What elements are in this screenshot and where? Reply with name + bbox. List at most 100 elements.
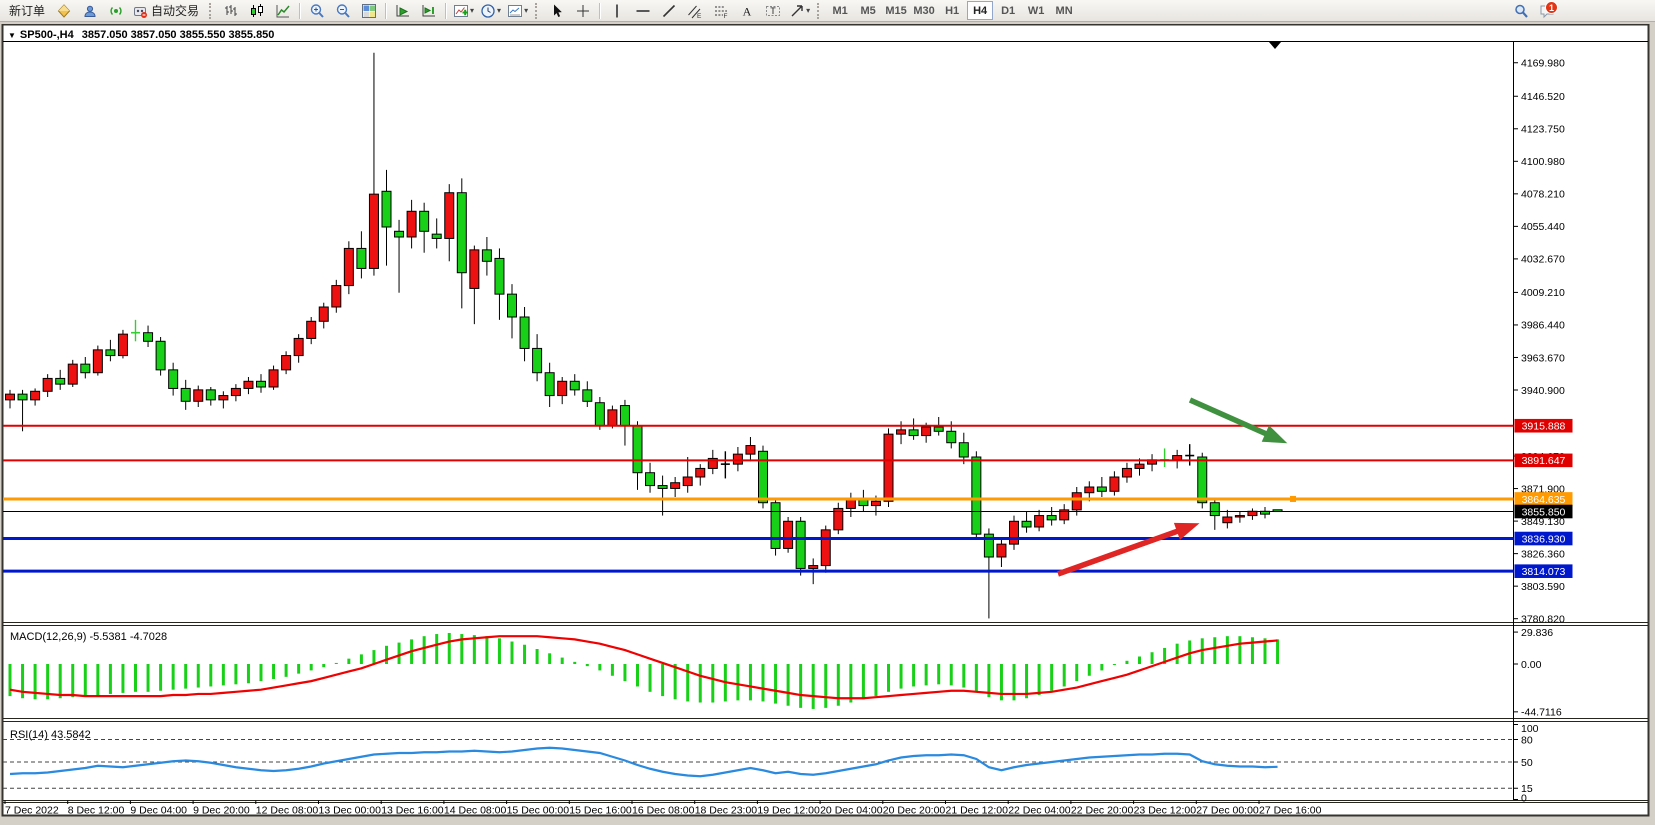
notification-badge: 1	[1545, 1, 1558, 14]
price-tick-label: 4055.440	[1521, 221, 1565, 233]
time-axis[interactable]: 7 Dec 2022 8 Dec 12:00 9 Dec 04:00 9 Dec 20…	[4, 800, 1322, 817]
price-badge-3864.635	[1514, 492, 1573, 506]
price-badge-3891.647	[1514, 453, 1573, 468]
timeframe-button-m30[interactable]: M30	[913, 4, 935, 17]
time-tick-label: 9 Dec 20:00	[193, 805, 250, 817]
candlestick-button[interactable]	[244, 0, 270, 22]
price-badge-3855.850	[1514, 504, 1573, 519]
search-button[interactable]	[1508, 0, 1534, 22]
cursor-icon	[549, 3, 565, 19]
horizontal-line-button[interactable]	[630, 0, 656, 22]
chart-canvas[interactable]: 4169.980 4146.520 4123.750 4100.980 4078.210…	[0, 24, 1655, 818]
price-tick-label: 3803.590	[1521, 581, 1565, 593]
toolbar-grip[interactable]	[209, 2, 214, 19]
timeframe-button-m15[interactable]: M15	[885, 4, 907, 17]
equidistant-channel-button[interactable]: E	[682, 0, 708, 22]
shapes-button[interactable]: ▾	[786, 0, 813, 22]
dropdown-arrow-icon[interactable]: ▾	[497, 6, 502, 15]
price-tick-label: 4032.670	[1521, 254, 1565, 266]
timeframe-button-h1[interactable]: H1	[945, 4, 960, 17]
toolbar-right-group: 1	[1508, 0, 1560, 22]
time-tick-label: 9 Dec 04:00	[130, 805, 187, 817]
trendline-button[interactable]	[656, 0, 682, 22]
algo-icon	[132, 3, 148, 19]
toolbar-separator	[599, 2, 602, 19]
text-button[interactable]: A	[734, 0, 760, 22]
zoom-in-button[interactable]	[304, 0, 330, 22]
price-tick-label: 3849.130	[1521, 516, 1565, 528]
zoom-out-button[interactable]	[330, 0, 356, 22]
time-tick-label: 21 Dec 12:00	[946, 805, 1009, 817]
new-order-button[interactable]: 新订单	[3, 0, 51, 22]
profile-button[interactable]	[77, 0, 103, 22]
text-label-button[interactable]: T	[760, 0, 786, 22]
chat-button[interactable]: 1	[1534, 0, 1560, 22]
price-axis[interactable]: 4169.980 4146.520 4123.750 4100.980 4078.210…	[1514, 58, 1565, 626]
new-order-button-label: 新订单	[9, 4, 46, 18]
gold-chart-icon	[56, 3, 72, 19]
toolbar-grip[interactable]	[817, 2, 822, 19]
algo-trading-button[interactable]: 自动交易	[129, 0, 205, 22]
indicators-button[interactable]: ▾	[450, 0, 477, 22]
templates-button[interactable]: ▾	[504, 0, 531, 22]
svg-text:T: T	[770, 6, 776, 16]
fibo-icon: F	[713, 3, 729, 19]
dropdown-arrow-icon[interactable]: ▾	[524, 6, 529, 15]
time-tick-label: 18 Dec 23:00	[695, 805, 758, 817]
fibonacci-button[interactable]: F	[708, 0, 734, 22]
dropdown-arrow-icon[interactable]: ▾	[806, 6, 811, 15]
timeframe-button-m1[interactable]: M1	[832, 4, 848, 17]
tile-windows-button[interactable]	[356, 0, 382, 22]
macd-pane[interactable]	[8, 632, 1280, 709]
chart-window-button[interactable]	[51, 0, 77, 22]
auto-scroll-button[interactable]	[390, 0, 416, 22]
price-badge-3814.073	[1514, 564, 1573, 578]
signals-button[interactable]	[103, 0, 129, 22]
price-tick-label: 4078.210	[1521, 189, 1565, 201]
macd-tick-label: 0.00	[1521, 659, 1542, 671]
red-up-arrow[interactable]	[1057, 522, 1200, 577]
main-toolbar: 新订单 自动交易 ▾ ▾ ▾ E F A T ▾ M1 M5 M15 M30 H1 H4 D1 W1 MN 1	[0, 0, 1655, 22]
timeframe-button-d1[interactable]: D1	[1001, 4, 1016, 17]
dropdown-arrow-icon[interactable]: ▾	[470, 6, 475, 15]
line-icon	[275, 3, 291, 19]
periods-button[interactable]: ▾	[477, 0, 504, 22]
zoom-out-icon	[335, 3, 351, 19]
toolbar-grip[interactable]	[535, 2, 540, 19]
crosshair-button[interactable]	[570, 0, 596, 22]
chart-window[interactable]: 4169.980 4146.520 4123.750 4100.980 4078.210…	[0, 24, 1655, 818]
macd-axis[interactable]: 29.836 0.00 -44.7116	[1514, 627, 1562, 719]
timeframe-button-h4[interactable]: H4	[967, 1, 994, 20]
rsi-tick-label: 0	[1521, 792, 1527, 804]
timeframe-button-m5[interactable]: M5	[860, 4, 876, 17]
rsi-tick-label: 80	[1521, 734, 1533, 746]
time-tick-label: 8 Dec 12:00	[68, 805, 125, 817]
price-tick-label: 4009.210	[1521, 287, 1565, 299]
line-chart-button[interactable]	[270, 0, 296, 22]
zoom-in-icon	[309, 3, 325, 19]
green-signal-icon	[108, 3, 124, 19]
vertical-line-button[interactable]	[604, 0, 630, 22]
macd-tick-label: -44.7116	[1521, 707, 1562, 719]
price-badge-label: 3864.635	[1522, 494, 1566, 506]
chart-shift-button[interactable]	[416, 0, 442, 22]
price-tick-label: 4123.750	[1521, 124, 1565, 136]
svg-text:F: F	[724, 13, 728, 19]
price-badge-label: 3814.073	[1522, 566, 1566, 578]
bar-chart-button[interactable]	[218, 0, 244, 22]
svg-text:A: A	[743, 4, 752, 18]
price-tick-label: 4146.520	[1521, 91, 1565, 103]
trendline-icon	[661, 3, 677, 19]
time-tick-label: 20 Dec 20:00	[883, 805, 946, 817]
candlestick-series[interactable]	[5, 52, 1283, 619]
green-down-arrow[interactable]	[1188, 397, 1288, 444]
price-tick-label: 4100.980	[1521, 156, 1565, 168]
cursor-button[interactable]	[544, 0, 570, 22]
time-tick-label: 22 Dec 04:00	[1008, 805, 1071, 817]
timeframe-button-mn[interactable]: MN	[1055, 4, 1073, 17]
rsi-line[interactable]	[9, 746, 1278, 778]
text-a-icon: A	[739, 3, 755, 19]
time-tick-label: 14 Dec 08:00	[444, 805, 507, 817]
timeframe-button-w1[interactable]: W1	[1027, 4, 1045, 17]
